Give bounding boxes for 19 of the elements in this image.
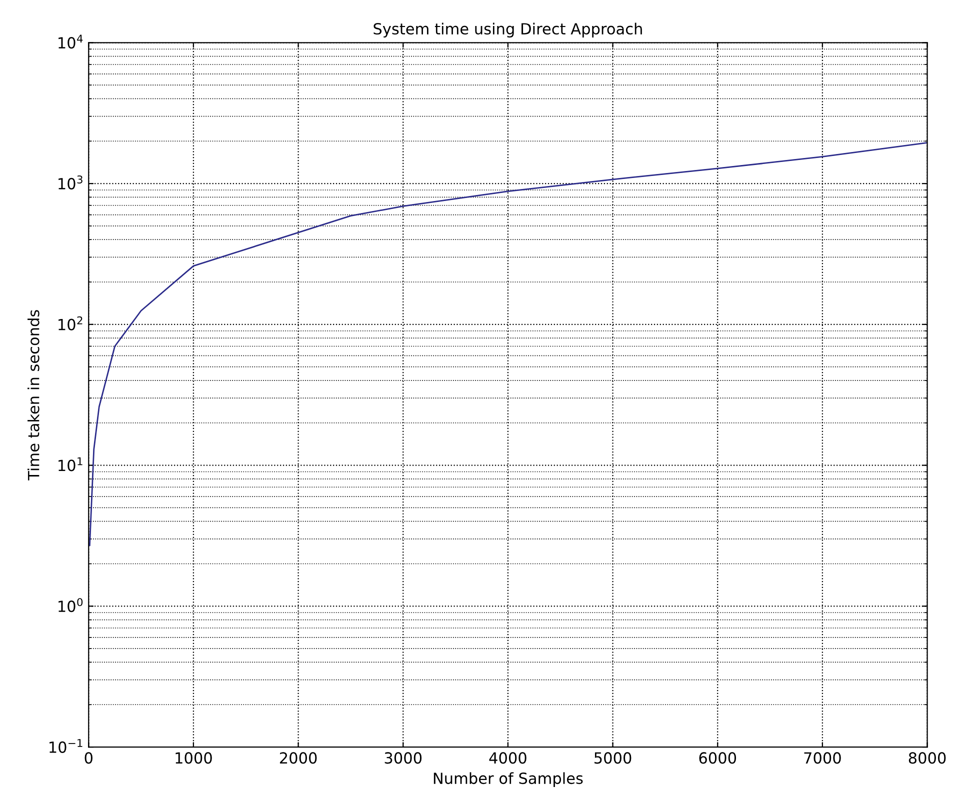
x-tick-label: 6000 — [699, 752, 736, 764]
y-tick-label: 10$^{3}$ — [58, 175, 82, 190]
y-tick-label: 10$^{0}$ — [58, 598, 83, 612]
x-tick-label: 3000 — [384, 752, 422, 764]
x-tick-label: 0 — [84, 752, 92, 764]
chart-title: System time using Direct Approach — [374, 22, 642, 38]
x-tick-label: 2000 — [280, 752, 317, 764]
x-tick-label: 8000 — [908, 752, 946, 764]
y-tick-label: 10$^{1}$ — [58, 457, 82, 472]
x-tick-label: 4000 — [489, 752, 526, 764]
x-tick-label: 5000 — [594, 752, 632, 764]
x-tick-label: 7000 — [804, 752, 841, 764]
line-series — [88, 142, 928, 546]
x-tick-label: 1000 — [176, 752, 212, 764]
y-tick-label: 10$^{−1}$ — [50, 739, 82, 753]
y-tick-label: 10$^{2}$ — [58, 316, 82, 330]
y-axis-title: Time taken in seconds — [28, 310, 40, 480]
y-tick-label: 10$^{4}$ — [58, 34, 83, 49]
x-axis-title: Number of Samples — [434, 772, 583, 788]
